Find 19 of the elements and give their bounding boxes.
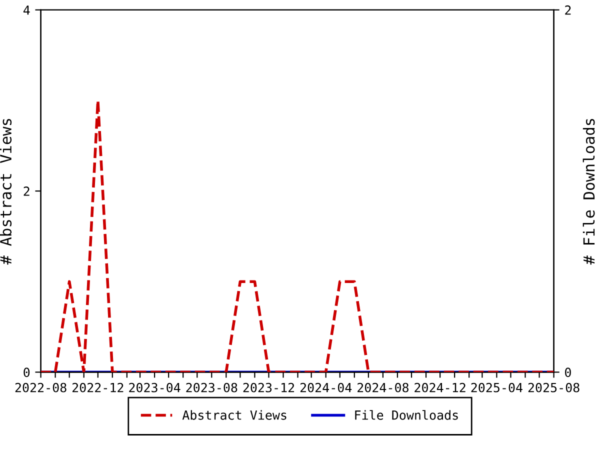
- x-tick-label: 2023-04: [129, 382, 180, 392]
- y-axis-title: # Abstract Views: [0, 118, 12, 265]
- legend-label: File Downloads: [355, 410, 458, 420]
- y-tick-label: 0: [24, 368, 30, 378]
- x-tick-label: 2025-08: [528, 382, 580, 392]
- y-tick-label: 4: [23, 6, 30, 15]
- x-tick-label: 2022-08: [15, 382, 66, 392]
- y2-axis-title: # File Downloads: [582, 118, 595, 265]
- x-tick-label: 2024-12: [414, 382, 466, 392]
- x-tick-label: 2022-12: [72, 382, 124, 392]
- x-tick-label: 2025-04: [471, 382, 522, 392]
- y-tick-label: 2: [24, 186, 30, 196]
- y2-tick-label: 2: [565, 5, 571, 15]
- x-tick-label: 2023-08: [186, 382, 238, 392]
- x-tick-label: 2024-08: [358, 382, 408, 392]
- y2-tick-label: 0: [565, 368, 571, 378]
- x-tick-label: 2024-04: [300, 382, 352, 392]
- legend-label: Abstract Views: [182, 410, 286, 420]
- x-tick-label: 2023-12: [243, 382, 294, 392]
